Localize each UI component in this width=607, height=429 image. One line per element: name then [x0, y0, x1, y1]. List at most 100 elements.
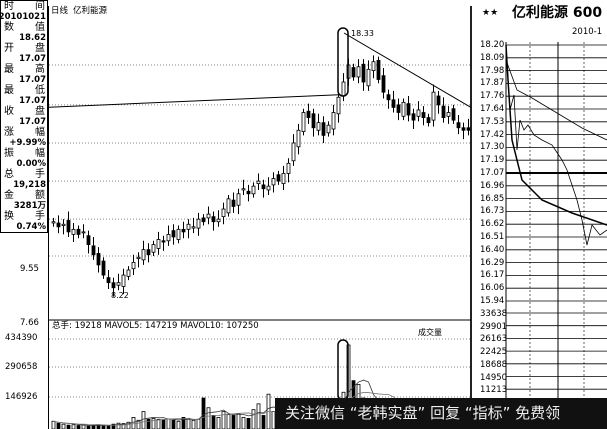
- info-label: 振: [4, 148, 14, 159]
- candle-body: [391, 99, 396, 108]
- candle-body: [436, 95, 441, 106]
- intraday-price-label: 17.19: [480, 155, 505, 166]
- volume-bar: [231, 415, 236, 429]
- kline-chart[interactable]: 日线 亿利能源 18.33 8.22 总手: 19218 MAVOL5: 1472…: [48, 6, 472, 429]
- intraday-price-label: 17.30: [480, 142, 505, 153]
- reference-line: [505, 59, 607, 141]
- candle-body: [136, 256, 141, 259]
- candle-body: [201, 217, 206, 223]
- candle-body: [461, 127, 466, 131]
- candle-body: [311, 113, 316, 129]
- info-value: 18.62: [19, 33, 46, 43]
- candle-body: [381, 75, 386, 93]
- candle-body: [386, 94, 391, 101]
- candle-body: [276, 174, 281, 182]
- candlestick-plot: 18.33 8.22: [49, 27, 471, 429]
- volume-bar: [246, 417, 251, 429]
- candle-body: [286, 162, 291, 174]
- volume-bar: [111, 423, 116, 429]
- candle-body: [251, 185, 256, 195]
- info-value: 0.00%: [16, 159, 47, 169]
- candle-body: [121, 274, 126, 287]
- intraday-price-label: 17.98: [480, 65, 505, 76]
- volume-bar: [91, 425, 96, 429]
- info-value: 17.07: [19, 96, 46, 106]
- info-label: 间: [35, 1, 45, 12]
- candle-body: [266, 185, 271, 191]
- candle-body: [446, 112, 451, 117]
- candle-body: [96, 253, 101, 266]
- info-label: 额: [35, 190, 45, 201]
- candle-body: [106, 277, 111, 284]
- low-price-label: 8.22: [111, 291, 129, 300]
- candle-body: [431, 91, 436, 121]
- candle-body: [426, 117, 431, 124]
- candle-body: [356, 66, 361, 78]
- candle-body: [411, 113, 416, 121]
- volume-bar: [226, 414, 231, 429]
- candle-body: [171, 230, 176, 238]
- intraday-price-label: 17.07: [480, 168, 505, 178]
- candle-body: [261, 184, 266, 190]
- candle-body: [291, 142, 296, 162]
- candle-body: [71, 228, 76, 235]
- candle-body: [226, 198, 231, 214]
- info-value: 17.07: [19, 54, 46, 64]
- candle-body: [316, 122, 321, 131]
- info-label: 数: [4, 22, 14, 33]
- candle-body: [321, 122, 326, 136]
- candle-body: [131, 261, 136, 270]
- intraday-price-label: 16.29: [480, 257, 505, 268]
- candle-body: [466, 127, 471, 131]
- highlight-ellipse: [337, 339, 349, 401]
- volume-bar: [171, 419, 176, 429]
- candle-body: [56, 222, 61, 228]
- candle-body: [126, 269, 131, 277]
- trend-line: [49, 94, 340, 108]
- info-value: 3281万: [13, 201, 46, 211]
- candle-body: [141, 249, 146, 261]
- intraday-volume-label: 18688: [480, 359, 508, 370]
- intraday-price-label: 16.17: [480, 270, 505, 281]
- candle-body: [231, 199, 236, 207]
- candle-body: [306, 110, 311, 118]
- intraday-price-label: 16.06: [480, 283, 505, 294]
- candle-body: [246, 190, 251, 195]
- candle-body: [371, 61, 376, 71]
- candle-body: [396, 104, 401, 113]
- volume-bar: [216, 416, 221, 429]
- candle-body: [186, 223, 191, 230]
- intraday-panel[interactable]: ★★ 亿利能源 600 2010-1 18.20 18.09 17.98 17.87 1…: [472, 0, 607, 429]
- volume-axis-label: 290658: [5, 362, 38, 372]
- candle-body: [256, 180, 261, 185]
- candle-body: [86, 235, 91, 245]
- candle-body: [336, 96, 341, 115]
- intraday-volume-label: 14950: [480, 372, 508, 383]
- volume-bar: [196, 418, 201, 429]
- info-label: 手: [35, 211, 45, 222]
- candle-body: [281, 173, 286, 185]
- price-line: [505, 44, 607, 246]
- candle-body: [76, 228, 81, 235]
- volume-bar: [256, 403, 261, 429]
- candle-body: [271, 178, 276, 186]
- price-axis-label: 9.55: [20, 264, 39, 274]
- candle-body: [81, 231, 86, 234]
- candle-body: [301, 112, 306, 132]
- volume-bar: [176, 420, 181, 429]
- candle-body: [331, 112, 336, 130]
- volume-axis-label: 434390: [5, 333, 38, 343]
- volume-bar: [191, 419, 196, 429]
- volume-bar: [71, 424, 76, 429]
- candle-body: [151, 244, 156, 253]
- candle-body: [236, 193, 241, 206]
- intraday-price-label: 17.87: [480, 78, 505, 89]
- candle-body: [156, 239, 161, 249]
- candle-body: [341, 81, 346, 97]
- intraday-price-label: 16.96: [480, 180, 505, 191]
- candle-body: [441, 105, 446, 118]
- candle-body: [91, 245, 96, 256]
- info-label: 高: [35, 64, 45, 75]
- volume-bar: [106, 425, 111, 429]
- candle-body: [216, 218, 221, 223]
